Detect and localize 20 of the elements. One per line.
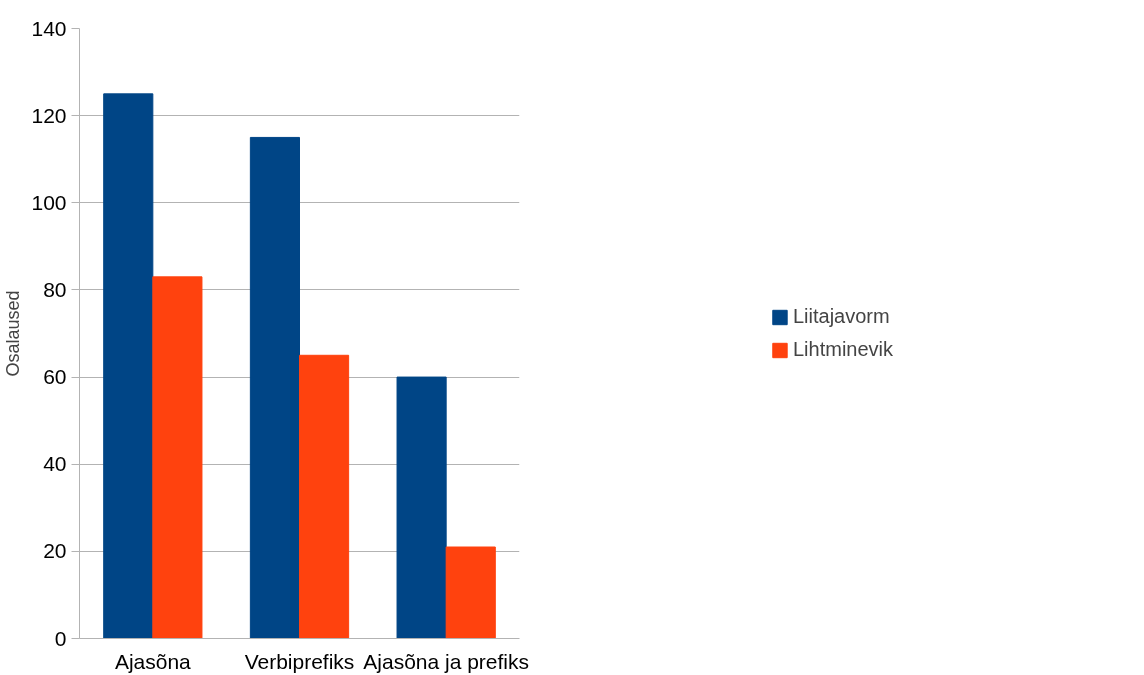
x-tick-label: Ajasõna xyxy=(114,649,192,673)
y-tick-label: 60 xyxy=(43,365,67,389)
y-tick-label: 100 xyxy=(31,190,67,214)
bar xyxy=(396,376,447,639)
y-tick-label: 0 xyxy=(54,626,67,650)
x-tick-label: Ajasõna ja prefiks xyxy=(363,649,530,673)
y-tick-label: 120 xyxy=(31,103,67,127)
bar xyxy=(299,354,350,639)
bar xyxy=(103,93,154,639)
legend-label: Lihtminevik xyxy=(792,338,894,361)
x-tick-label: Verbiprefiks xyxy=(244,649,355,673)
y-tick-label: 140 xyxy=(31,16,67,40)
y-tick-label: 40 xyxy=(43,452,67,476)
y-tick-label: 80 xyxy=(43,277,67,301)
legend-label: Liitajavorm xyxy=(792,305,890,328)
bar xyxy=(152,276,203,639)
y-axis-title: Osalaused xyxy=(3,290,24,377)
bar xyxy=(249,136,300,639)
bar xyxy=(445,546,496,639)
y-tick-label: 20 xyxy=(43,539,67,563)
